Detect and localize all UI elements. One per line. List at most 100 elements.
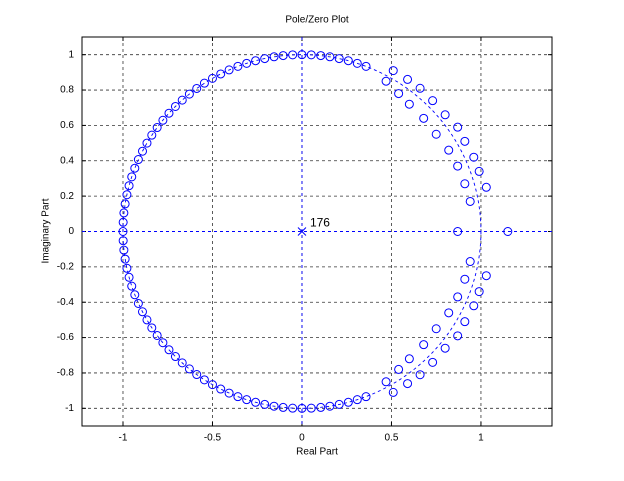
zero-marker bbox=[440, 343, 450, 353]
zero-marker bbox=[177, 358, 187, 368]
zero-marker bbox=[453, 122, 463, 132]
zero-marker bbox=[404, 99, 414, 109]
zero-marker bbox=[278, 51, 288, 61]
x-tick-label: -1 bbox=[119, 433, 128, 444]
zero-marker bbox=[431, 129, 441, 139]
zero-marker bbox=[184, 364, 194, 374]
zero-marker bbox=[481, 182, 491, 192]
zero-marker bbox=[334, 399, 344, 409]
zero-marker bbox=[142, 138, 152, 148]
pole-multiplicity: 176 bbox=[310, 216, 330, 230]
zero-marker bbox=[428, 357, 438, 367]
zero-marker bbox=[216, 69, 226, 79]
zero-marker bbox=[251, 397, 261, 407]
zero-marker bbox=[242, 58, 252, 68]
zero-marker bbox=[334, 54, 344, 64]
zero-marker bbox=[164, 108, 174, 118]
zero-marker bbox=[207, 73, 217, 83]
zero-marker bbox=[415, 83, 425, 93]
zero-marker bbox=[122, 263, 132, 273]
zero-marker bbox=[118, 236, 128, 246]
zero-marker bbox=[381, 76, 391, 86]
zero-marker bbox=[503, 227, 513, 236]
zero-marker bbox=[316, 402, 326, 412]
zero-marker bbox=[460, 274, 470, 284]
zero-marker bbox=[122, 190, 132, 200]
zero-marker bbox=[361, 61, 371, 71]
zero-marker bbox=[269, 401, 279, 411]
zero-marker bbox=[474, 166, 484, 176]
zero-marker bbox=[224, 388, 234, 398]
zero-marker bbox=[147, 323, 157, 333]
zero-marker bbox=[415, 370, 425, 380]
zero-marker bbox=[124, 181, 134, 191]
zero-marker bbox=[133, 155, 143, 165]
zero-marker bbox=[469, 301, 479, 311]
zero-marker bbox=[288, 403, 298, 413]
zero-marker bbox=[137, 307, 147, 317]
zero-marker bbox=[465, 196, 475, 206]
zero-marker bbox=[444, 308, 454, 318]
zero-marker bbox=[474, 287, 484, 297]
zero-marker bbox=[120, 254, 130, 264]
zero-marker bbox=[278, 402, 288, 412]
zero-marker bbox=[199, 375, 209, 385]
y-tick-label: -1 bbox=[65, 403, 74, 414]
y-tick-label: 0.6 bbox=[60, 120, 74, 131]
zero-marker bbox=[120, 199, 130, 209]
x-axis-label: Real Part bbox=[296, 447, 338, 458]
zero-marker bbox=[460, 136, 470, 146]
zero-marker bbox=[133, 298, 143, 308]
zero-marker bbox=[403, 379, 413, 389]
zero-marker bbox=[118, 217, 128, 227]
zero-marker bbox=[419, 113, 429, 123]
zero-marker bbox=[361, 392, 371, 402]
zero-marker bbox=[316, 51, 326, 61]
x-tick-label: -0.5 bbox=[204, 433, 222, 444]
zero-marker bbox=[453, 292, 463, 302]
zero-marker bbox=[158, 338, 168, 348]
x-tick-label: 0 bbox=[299, 433, 305, 444]
zero-marker bbox=[127, 281, 137, 291]
y-axis-label: Imaginary Part bbox=[41, 198, 52, 263]
zero-marker bbox=[352, 58, 362, 68]
zero-marker bbox=[306, 50, 316, 60]
y-tick-label: 0 bbox=[68, 226, 74, 237]
y-tick-label: 0.8 bbox=[60, 85, 74, 96]
zero-marker bbox=[288, 50, 298, 60]
zero-marker bbox=[269, 52, 279, 62]
zero-marker bbox=[119, 245, 129, 255]
zero-marker bbox=[127, 172, 137, 182]
zero-marker bbox=[388, 66, 398, 76]
zero-marker bbox=[297, 403, 307, 413]
zero-marker bbox=[453, 331, 463, 341]
zero-marker bbox=[242, 395, 252, 405]
zero-marker bbox=[325, 52, 335, 62]
zero-marker bbox=[118, 227, 128, 236]
zero-marker bbox=[428, 96, 438, 106]
zero-marker bbox=[481, 271, 491, 281]
zero-marker bbox=[325, 401, 335, 411]
zero-marker bbox=[343, 397, 353, 407]
y-tick-label: 0.2 bbox=[60, 191, 74, 202]
zero-marker bbox=[469, 152, 479, 162]
zero-marker bbox=[142, 315, 152, 325]
zero-marker bbox=[403, 74, 413, 84]
zero-marker bbox=[440, 110, 450, 120]
zero-marker bbox=[352, 395, 362, 405]
x-tick-label: 0.5 bbox=[385, 433, 399, 444]
y-tick-label: -0.2 bbox=[57, 262, 75, 273]
zero-marker bbox=[251, 56, 261, 66]
zero-marker bbox=[419, 340, 429, 350]
y-tick-label: -0.6 bbox=[57, 332, 75, 343]
zero-marker bbox=[460, 179, 470, 189]
zero-marker bbox=[170, 101, 180, 111]
zero-marker bbox=[192, 370, 202, 380]
zero-marker bbox=[233, 392, 243, 402]
zero-marker bbox=[394, 364, 404, 374]
zero-marker bbox=[177, 95, 187, 105]
zero-marker bbox=[192, 83, 202, 93]
zero-marker bbox=[465, 257, 475, 267]
